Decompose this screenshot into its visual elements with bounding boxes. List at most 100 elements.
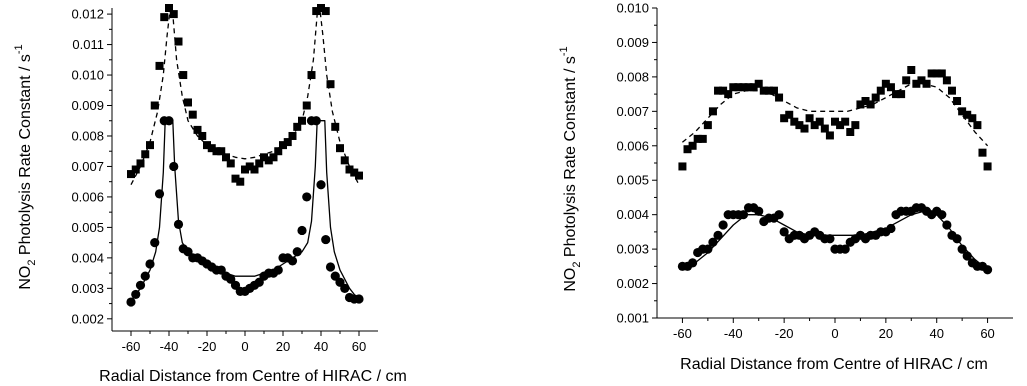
- right-square-point: [708, 107, 717, 116]
- right-y-tick-label: 0.004: [616, 207, 649, 222]
- left-circle-point: [140, 271, 150, 281]
- right-square-point: [831, 117, 839, 126]
- right-square-point: [815, 117, 824, 126]
- right-square-point: [734, 83, 743, 92]
- left-square-point: [222, 153, 230, 162]
- right-square-point: [917, 76, 926, 85]
- right-square-point: [729, 83, 738, 92]
- right-fit-lines: [681, 83, 989, 271]
- right-square-point: [744, 83, 753, 92]
- left-square-point: [226, 159, 235, 168]
- left-square-point: [241, 165, 249, 174]
- right-fit-solid: [682, 210, 989, 271]
- right-square-point: [714, 86, 723, 95]
- right-square-point: [973, 121, 982, 130]
- right-circle-point: [840, 244, 850, 254]
- left-x-tick-label: -20: [198, 339, 217, 354]
- left-x-tick-label: 0: [241, 339, 248, 354]
- right-square-point: [851, 121, 860, 130]
- right-square-point: [958, 107, 967, 116]
- right-x-tick-label: 40: [929, 326, 943, 341]
- right-square-point: [775, 93, 784, 102]
- left-square-point: [236, 177, 245, 186]
- left-square-point: [302, 101, 311, 110]
- left-square-point: [165, 4, 173, 12]
- right-square-point: [820, 124, 829, 133]
- right-circle-point: [713, 230, 723, 240]
- left-x-tick-label: 20: [276, 339, 290, 354]
- right-square-point: [856, 100, 865, 109]
- right-xlabel: Radial Distance from Centre of HIRAC / c…: [680, 356, 988, 373]
- left-circle-point: [164, 116, 174, 126]
- left-x-tick-label: -60: [122, 339, 141, 354]
- left-circle-point: [287, 256, 298, 266]
- left-y-ticks: 0.002 0.003 0.004 0.005 0.006 0.007 0.008 0.009…: [71, 7, 112, 326]
- right-circle-point: [774, 210, 784, 220]
- right-x-tick-label: 60: [980, 326, 994, 341]
- left-square-point: [127, 170, 135, 179]
- left-y-tick-label: 0.002: [71, 311, 104, 326]
- right-ylabel-sub: 2: [571, 262, 583, 268]
- chart-right: NO2 Photolysis Rate Constant / s-1 Radia…: [558, 1, 1013, 373]
- left-circle-point: [297, 225, 307, 236]
- right-square-point: [790, 117, 799, 126]
- right-square-point: [795, 121, 804, 130]
- right-square-point: [983, 162, 992, 171]
- right-square-point: [785, 110, 794, 119]
- right-x-tick-label: -40: [724, 326, 743, 341]
- right-circle-point: [754, 206, 764, 216]
- left-square-point: [350, 168, 359, 177]
- right-ylabel-pre: NO: [562, 268, 579, 292]
- right-square-point: [693, 134, 702, 143]
- left-square-point: [317, 4, 325, 12]
- right-square-point: [805, 114, 814, 123]
- left-square-point: [207, 144, 216, 153]
- right-square-point: [683, 145, 692, 154]
- left-circle-point: [311, 116, 321, 126]
- left-square-point: [231, 174, 240, 183]
- left-circle-point: [340, 283, 350, 293]
- right-ylabel: NO2 Photolysis Rate Constant / s-1: [558, 46, 583, 291]
- right-y-tick-label: 0.007: [616, 104, 649, 119]
- left-square-point: [283, 138, 292, 147]
- right-square-point: [978, 148, 987, 157]
- right-square-point: [800, 124, 809, 133]
- right-square-point: [866, 100, 875, 109]
- left-fit-lines: [130, 10, 360, 301]
- right-square-point: [902, 76, 911, 85]
- left-square-point: [355, 171, 363, 180]
- right-square-point: [968, 114, 977, 123]
- left-axes-frame: [111, 8, 378, 332]
- right-x-tick-label: 0: [831, 326, 838, 341]
- right-square-point: [769, 86, 778, 95]
- right-square-point: [810, 121, 819, 130]
- left-square-point: [160, 13, 169, 22]
- left-circle-point: [292, 247, 302, 257]
- left-square-point: [312, 7, 321, 16]
- right-circle-point: [982, 265, 993, 275]
- left-x-tick-label: 40: [314, 339, 328, 354]
- right-square-point: [886, 83, 895, 92]
- left-x-tick-label: 60: [352, 339, 366, 354]
- left-square-point: [274, 147, 283, 156]
- right-x-tick-label: -60: [673, 326, 692, 341]
- right-square-point: [861, 97, 870, 105]
- left-square-point: [340, 156, 349, 165]
- right-circle-point: [779, 227, 789, 237]
- right-circle-point: [703, 244, 713, 254]
- left-ylabel-post: Photolysis Rate Constant / s: [17, 54, 34, 259]
- right-y-ticks: 0.001 0.002 0.003 0.004 0.005 0.006 0.007 0.008…: [616, 1, 657, 326]
- left-circle-point: [154, 189, 165, 199]
- left-square-point: [174, 37, 183, 46]
- right-circle-point: [962, 251, 972, 261]
- left-circle-point: [169, 161, 179, 172]
- right-square-point: [749, 83, 758, 92]
- left-square-point: [331, 122, 340, 131]
- left-circle-point: [354, 294, 364, 304]
- right-square-point: [907, 66, 916, 74]
- left-square-point: [250, 165, 259, 174]
- left-circle-point: [321, 234, 331, 245]
- left-y-tick-label: 0.003: [71, 281, 104, 296]
- right-square-point: [876, 86, 885, 95]
- left-square-point: [188, 110, 197, 119]
